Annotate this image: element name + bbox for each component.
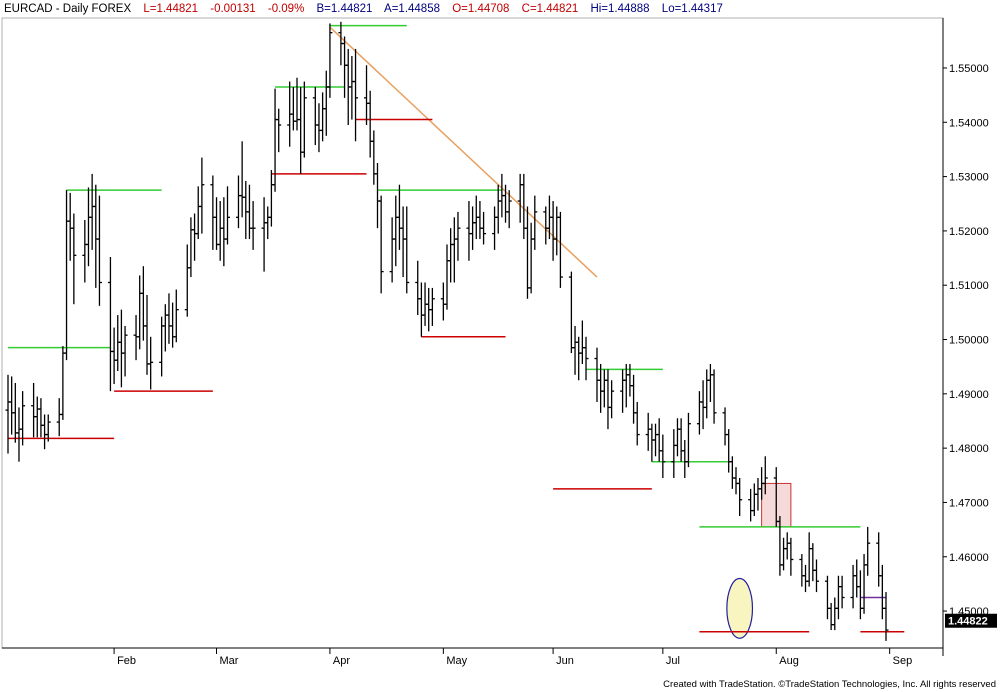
ohlc-bar <box>45 414 51 442</box>
ohlc-bar <box>609 380 615 419</box>
x-tick-label: Apr <box>333 655 350 667</box>
y-tick-label: 1.47000 <box>949 497 989 509</box>
ohlc-bar <box>711 369 717 424</box>
ohlc-bar <box>762 456 768 495</box>
ohlc-bar <box>506 190 512 229</box>
symbol-label: EURCAD - Daily FOREX <box>4 3 132 15</box>
last-price-label: 1.44822 <box>948 616 988 628</box>
highlight-circle <box>726 577 754 639</box>
last-price-value: L=1.44821 <box>143 3 199 15</box>
y-tick-label: 1.51000 <box>949 280 989 292</box>
ohlc-bar <box>583 336 589 381</box>
ohlc-bar <box>250 201 256 250</box>
ohlc-bar <box>685 412 691 468</box>
last-price-marker <box>945 613 997 628</box>
chart-header: EURCAD - Daily FOREX L=1.44821 -0.00131 … <box>4 3 732 15</box>
ask-value: A=1.44858 <box>384 3 440 15</box>
y-tick-label: 1.53000 <box>949 172 989 184</box>
ohlc-bar <box>276 108 282 153</box>
ohlc-bar <box>96 195 102 306</box>
ohlc-bar <box>225 186 230 245</box>
y-tick-label: 1.49000 <box>949 389 989 401</box>
ohlc-bars <box>5 21 889 641</box>
ohlc-bar <box>737 478 743 517</box>
x-tick-label: Mar <box>220 655 239 667</box>
y-tick-label: 1.48000 <box>949 443 989 455</box>
ohlc-bar <box>353 48 359 142</box>
ohlc-bar <box>532 195 538 250</box>
ohlc-bar <box>404 206 410 294</box>
ohlc-bar <box>839 575 845 609</box>
ohlc-bar <box>378 195 384 294</box>
open-value: O=1.44708 <box>452 3 510 15</box>
low-value: Lo=1.44317 <box>661 3 723 15</box>
ohlc-bar <box>813 559 819 593</box>
x-tick-label: Jun <box>556 655 574 667</box>
x-tick-label: Feb <box>117 655 136 667</box>
ohlc-bar <box>148 336 154 390</box>
y-tick-label: 1.55000 <box>949 63 989 75</box>
ohlc-bar <box>199 157 205 234</box>
y-tick-label: 1.54000 <box>949 117 989 129</box>
ohlc-bar <box>883 592 889 641</box>
change-value: -0.00131 <box>210 3 256 15</box>
ohlc-bar <box>660 434 666 479</box>
ohlc-bar <box>173 289 179 343</box>
y-tick-label: 1.46000 <box>949 552 989 564</box>
change-pct-value: -0.09% <box>267 3 305 15</box>
ohlc-bar <box>557 211 563 288</box>
y-tick-label: 1.52000 <box>949 226 989 238</box>
ohlc-bar <box>301 81 307 158</box>
x-tick-label: Sep <box>893 655 913 667</box>
ohlc-bar <box>20 391 26 446</box>
plot-area <box>1 17 944 649</box>
copyright-footer: Created with TradeStation. ©TradeStation… <box>663 679 996 690</box>
ohlc-bar <box>634 401 640 446</box>
close-value: C=1.44821 <box>521 3 579 15</box>
bid-value: B=1.44821 <box>316 3 373 15</box>
x-tick-label: May <box>446 655 467 667</box>
x-tick-label: Aug <box>779 655 799 667</box>
ohlc-bar <box>455 211 461 261</box>
x-tick-label: Jul <box>666 655 680 667</box>
y-tick-label: 1.50000 <box>949 335 989 347</box>
ohlc-bar <box>327 23 333 98</box>
high-value: Hi=1.44888 <box>590 3 650 15</box>
ohlc-bar <box>481 211 487 245</box>
ohlc-bar <box>429 287 435 326</box>
ohlc-bar <box>788 537 794 576</box>
ohlc-bar <box>122 325 128 377</box>
ohlc-bar <box>865 526 871 576</box>
ohlc-bar <box>71 213 77 305</box>
